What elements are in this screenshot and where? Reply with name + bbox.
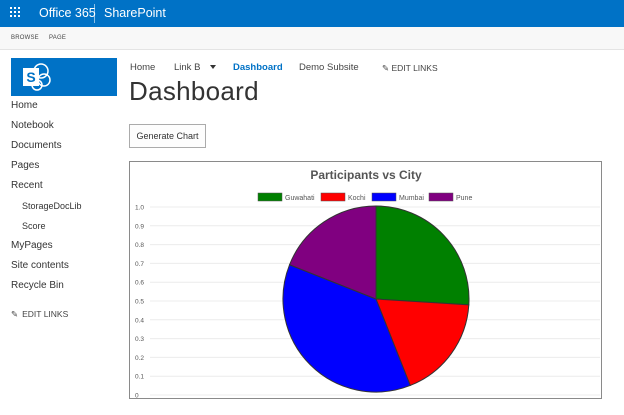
y-tick-label: 0.5: [135, 299, 144, 306]
y-tick-label: 0.9: [135, 223, 144, 230]
y-tick-label: 0.2: [135, 355, 144, 362]
ribbon: BROWSE PAGE: [0, 27, 624, 50]
y-tick-label: 0.4: [135, 317, 144, 324]
topnav-edit-links[interactable]: ✎ EDIT LINKS: [382, 63, 438, 74]
legend-label: Pune: [456, 195, 472, 202]
legend-swatch: [320, 192, 346, 202]
pencil-icon: ✎: [382, 63, 390, 73]
y-tick-label: 0.7: [135, 261, 144, 268]
leftnav-site-contents[interactable]: Site contents: [11, 260, 69, 271]
leftnav-recycle-bin[interactable]: Recycle Bin: [11, 280, 64, 291]
legend-label: Guwahati: [285, 195, 315, 202]
topnav-dashboard[interactable]: Dashboard: [233, 62, 283, 73]
legend-label: Kochi: [348, 195, 366, 202]
pie-slice-pune[interactable]: [288, 205, 377, 300]
pie-slice-mumbai[interactable]: [282, 264, 411, 393]
generate-chart-button[interactable]: Generate Chart: [129, 124, 206, 148]
y-tick-label: 0.1: [135, 374, 144, 381]
topnav-demo-subsite[interactable]: Demo Subsite: [299, 62, 359, 73]
suite-divider: [94, 4, 95, 23]
app-launcher-icon[interactable]: [0, 0, 28, 27]
suite-bar: Office 365 SharePoint: [0, 0, 624, 27]
leftnav-documents[interactable]: Documents: [11, 140, 62, 151]
site-logo[interactable]: S: [11, 58, 117, 96]
leftnav-notebook[interactable]: Notebook: [11, 120, 54, 131]
leftnav-home[interactable]: Home: [11, 100, 38, 111]
svg-text:S: S: [26, 69, 35, 85]
leftnav-edit-links[interactable]: ✎ EDIT LINKS: [11, 309, 68, 320]
chevron-down-icon[interactable]: [210, 65, 216, 69]
pie-chart: Participants vs City 0 0.1 0.2 0.3 0.4 0.5 0.6…: [135, 168, 600, 400]
office365-brand[interactable]: Office 365: [39, 6, 96, 20]
y-tick-label: 0.6: [135, 280, 144, 287]
leftnav-storagedoclib[interactable]: StorageDocLib: [22, 201, 82, 211]
sharepoint-logo-icon: S: [23, 63, 51, 91]
leftnav-edit-links-label: EDIT LINKS: [22, 309, 69, 319]
page-title: Dashboard: [129, 76, 259, 106]
chart-title: Participants vs City: [310, 168, 422, 182]
sharepoint-app-name[interactable]: SharePoint: [104, 6, 166, 20]
topnav-link-b[interactable]: Link B: [174, 62, 201, 73]
legend-swatch: [257, 192, 283, 202]
y-tick-label: 0.8: [135, 242, 144, 249]
ribbon-tab-page[interactable]: PAGE: [49, 35, 67, 41]
topnav-home[interactable]: Home: [130, 62, 156, 73]
leftnav-score[interactable]: Score: [22, 221, 46, 231]
chart-container: Participants vs City 0 0.1 0.2 0.3 0.4 0.5 0.6…: [129, 161, 602, 399]
y-tick-label: 1.0: [135, 205, 144, 212]
ribbon-tab-browse[interactable]: BROWSE: [11, 35, 39, 41]
y-tick-label: 0: [135, 393, 139, 400]
chart-legend: Guwahati Kochi Mumbai Pune: [257, 192, 472, 202]
y-tick-label: 0.3: [135, 336, 144, 343]
legend-swatch: [371, 192, 397, 202]
pencil-icon: ✎: [11, 309, 19, 319]
chart-slices: [282, 205, 470, 393]
legend-swatch: [428, 192, 454, 202]
pie-slice-kochi[interactable]: [375, 298, 470, 387]
pie-slice-guwahati[interactable]: [375, 205, 470, 306]
leftnav-recent[interactable]: Recent: [11, 180, 43, 191]
legend-label: Mumbai: [399, 195, 424, 202]
topnav-edit-links-label: EDIT LINKS: [391, 63, 438, 73]
leftnav-pages[interactable]: Pages: [11, 160, 40, 171]
leftnav-mypages[interactable]: MyPages: [11, 240, 53, 251]
